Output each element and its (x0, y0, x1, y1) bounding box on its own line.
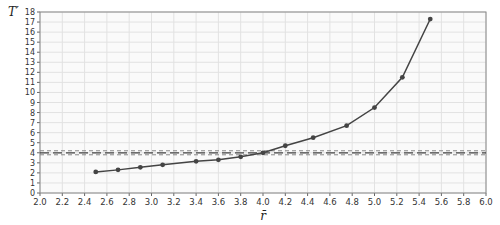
grid (40, 12, 486, 193)
y-tick-label: 11 (25, 78, 35, 87)
plot-frame (40, 12, 486, 193)
y-grid-line (40, 182, 486, 183)
data-point (238, 154, 243, 159)
x-tick-label: 4.0 (256, 197, 270, 207)
x-tick-label: 3.2 (167, 197, 181, 207)
y-tick-label: 5 (30, 139, 35, 148)
y-tick-label: 16 (25, 28, 35, 37)
y-grid-line (40, 22, 486, 23)
data-point (344, 123, 349, 128)
data-point (216, 157, 221, 162)
x-tick-label: 3.0 (145, 197, 159, 207)
x-tick-label: 5.6 (435, 197, 449, 207)
axes: 2.0 2.2 2.4 2.6 2.8 3.0 3.2 3.4 3.6 3.8 4.0 4.2 4.4 4… (25, 8, 493, 207)
y-tick-label: 7 (30, 119, 35, 128)
y-tick-label: 9 (30, 99, 35, 108)
x-tick-label: 2.0 (33, 197, 47, 207)
y-tick-label: 8 (30, 109, 35, 118)
x-tick-label: 3.6 (212, 197, 226, 207)
y-grid-line (40, 132, 486, 133)
y-tick-label: 0 (30, 189, 35, 198)
y-grid-line (40, 32, 486, 33)
data-point (372, 105, 377, 110)
x-tick-label: 2.2 (56, 197, 70, 207)
y-grid-line (40, 142, 486, 143)
y-tick-label: 17 (25, 18, 35, 27)
y-grid-line (40, 162, 486, 163)
y-grid-line (40, 52, 486, 53)
x-tick-label: 2.8 (122, 197, 136, 207)
y-grid-line (40, 122, 486, 123)
y-grid-line (40, 102, 486, 103)
y-grid-line (40, 62, 486, 63)
x-tick-label: 3.4 (189, 197, 203, 207)
x-tick-label: 6.0 (479, 197, 493, 207)
x-tick-label: 4.8 (345, 197, 359, 207)
data-point (311, 135, 316, 140)
data-point (116, 167, 121, 172)
y-grid-line (40, 92, 486, 93)
y-tick-label: 1 (30, 179, 35, 188)
y-tick-label: 6 (30, 129, 35, 138)
x-tick-label: 2.4 (78, 197, 92, 207)
y-grid-line (40, 112, 486, 113)
data (40, 17, 486, 175)
x-axis-label: r̄ (260, 209, 267, 223)
y-tick-label: 10 (25, 88, 35, 97)
x-tick-label: 5.8 (457, 197, 471, 207)
data-point (194, 159, 199, 164)
x-tick-label: 4.2 (279, 197, 293, 207)
x-tick-label: 5.4 (412, 197, 426, 207)
y-tick-label: 12 (25, 68, 35, 77)
y-tick-label: 14 (25, 48, 35, 57)
y-grid-line (40, 172, 486, 173)
plot-area (40, 12, 486, 193)
data-point (93, 169, 98, 174)
x-tick-label: 4.6 (323, 197, 337, 207)
data-point (138, 165, 143, 170)
y-tick-label: 4 (30, 149, 35, 158)
x-tick-label: 3.8 (234, 197, 248, 207)
y-grid-line (40, 72, 486, 73)
y-grid-line (40, 82, 486, 83)
y-tick-label: 2 (30, 169, 35, 178)
data-point (160, 162, 165, 167)
y-tick-label: 3 (30, 159, 35, 168)
series-line (96, 19, 431, 172)
x-tick-label: 5.0 (368, 197, 382, 207)
y-tick-label: 13 (25, 58, 35, 67)
data-point (400, 75, 405, 80)
y-tick-label: 18 (25, 8, 35, 17)
data-point (261, 150, 266, 155)
chart: 2.0 2.2 2.4 2.6 2.8 3.0 3.2 3.4 3.6 3.8 4.0 4.2 4.4 4… (0, 0, 500, 225)
x-tick-label: 4.4 (301, 197, 315, 207)
data-point (283, 143, 288, 148)
y-tick-label: 15 (25, 38, 35, 47)
y-axis-label: T′ (8, 5, 19, 19)
data-point (428, 17, 433, 22)
x-tick-label: 2.6 (100, 197, 114, 207)
x-tick-label: 5.2 (390, 197, 404, 207)
